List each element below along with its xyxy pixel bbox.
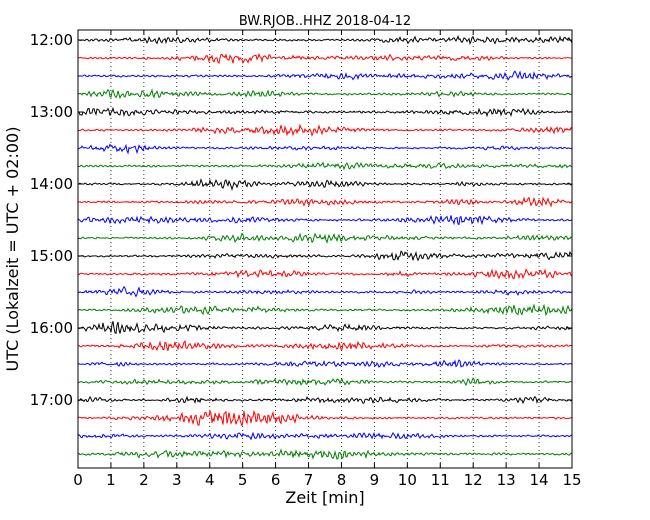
x-axis-label: Zeit [min] xyxy=(285,488,364,507)
x-tick-label-10: 10 xyxy=(398,471,417,489)
trace-1315 xyxy=(77,123,573,137)
x-tick-label-15: 15 xyxy=(562,471,581,489)
trace-1745 xyxy=(77,448,573,460)
x-tick-label-3: 3 xyxy=(172,471,182,489)
x-tick-label-13: 13 xyxy=(497,471,516,489)
x-tick-label-4: 4 xyxy=(205,471,215,489)
seismogram-traces xyxy=(77,34,573,460)
trace-1545 xyxy=(77,303,573,317)
trace-1215 xyxy=(77,52,573,64)
trace-1515 xyxy=(77,268,573,280)
x-tick-label-5: 5 xyxy=(238,471,248,489)
x-tick-label-12: 12 xyxy=(464,471,483,489)
trace-1415 xyxy=(77,196,573,208)
trace-1230 xyxy=(77,70,573,81)
trace-1330 xyxy=(77,143,573,155)
trace-1400 xyxy=(77,178,573,191)
trace-1715 xyxy=(77,409,573,427)
trace-1445 xyxy=(77,232,573,244)
trace-1245 xyxy=(77,88,573,100)
y-axis-label: UTC (Lokalzeit = UTC + 02:00) xyxy=(3,127,22,372)
y-axis-ticks: 12:00 13:00 14:00 15:00 16:00 17:00 xyxy=(30,31,572,409)
trace-1300 xyxy=(77,106,573,118)
x-tick-label-8: 8 xyxy=(337,471,347,489)
y-tick-label-1200: 12:00 xyxy=(30,31,73,49)
trace-1615 xyxy=(77,339,573,352)
trace-1600 xyxy=(77,321,573,334)
y-tick-label-1600: 16:00 xyxy=(30,319,73,337)
trace-1700 xyxy=(77,395,573,405)
x-tick-label-14: 14 xyxy=(530,471,549,489)
y-tick-label-1300: 13:00 xyxy=(30,103,73,121)
y-tick-label-1700: 17:00 xyxy=(30,391,73,409)
x-axis-ticks: 0 1 2 3 4 5 6 7 8 9 10 11 12 13 14 15 xyxy=(73,30,582,489)
trace-1200 xyxy=(77,34,573,45)
grid-lines xyxy=(110,30,540,468)
y-tick-label-1500: 15:00 xyxy=(30,247,73,265)
trace-1345 xyxy=(77,161,573,171)
trace-1630 xyxy=(77,359,573,368)
x-tick-label-1: 1 xyxy=(106,471,116,489)
chart-title: BW.RJOB..HHZ 2018-04-12 xyxy=(239,14,411,29)
trace-1730 xyxy=(77,431,573,441)
y-tick-label-1400: 14:00 xyxy=(30,175,73,193)
x-tick-label-11: 11 xyxy=(431,471,450,489)
x-tick-label-2: 2 xyxy=(139,471,149,489)
trace-1645 xyxy=(77,377,573,387)
x-tick-label-7: 7 xyxy=(304,471,314,489)
x-tick-label-9: 9 xyxy=(370,471,380,489)
x-tick-label-6: 6 xyxy=(271,471,281,489)
trace-1500 xyxy=(77,250,573,262)
x-tick-label-0: 0 xyxy=(73,471,83,489)
plot-frame xyxy=(77,29,573,469)
trace-1430 xyxy=(77,214,573,226)
trace-1530 xyxy=(77,285,573,298)
